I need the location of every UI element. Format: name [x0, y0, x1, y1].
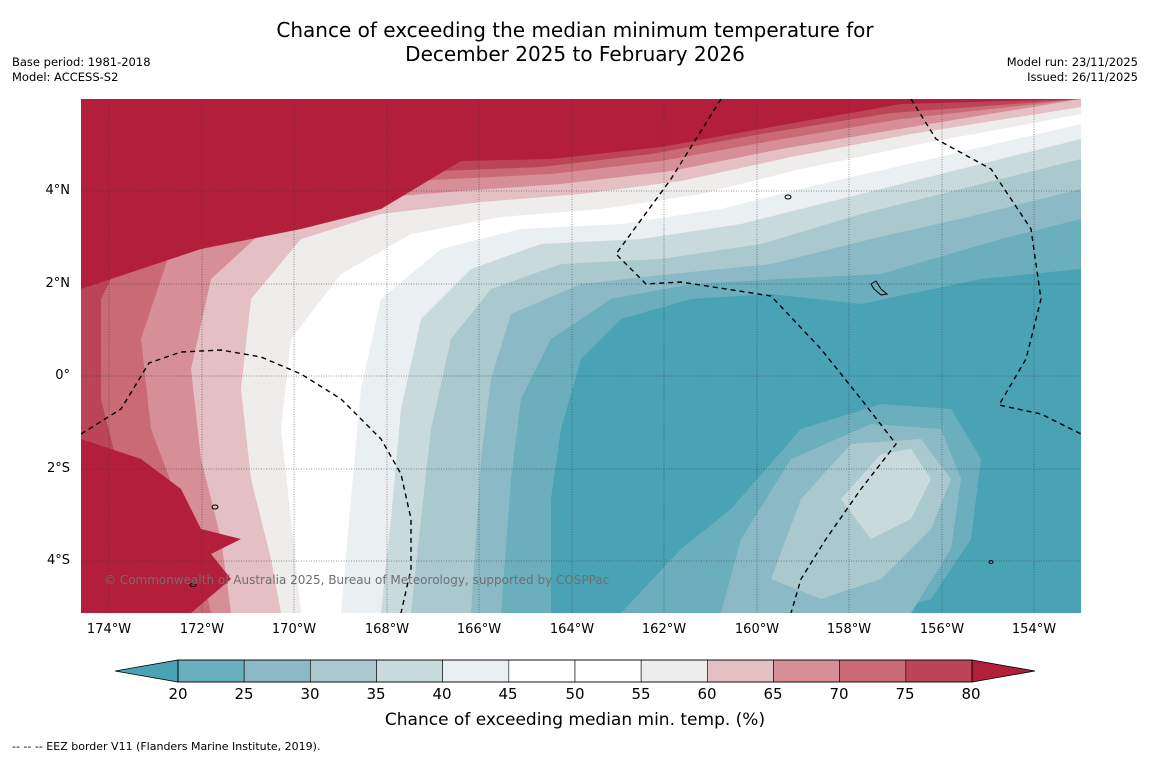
lon-label-174w: 174°W — [86, 622, 132, 637]
lon-label-154w: 154°W — [1011, 622, 1057, 637]
colorbar-title: Chance of exceeding median min. temp. (%… — [384, 710, 766, 730]
cbar-tick-75: 75 — [895, 685, 915, 703]
meta-right: Model run: 23/11/2025 Issued: 26/11/2025 — [1007, 55, 1138, 85]
title-line-1: Chance of exceeding the median minimum t… — [276, 18, 874, 42]
lat-label-0: 0° — [55, 368, 70, 383]
lon-label-164w: 164°W — [549, 622, 595, 637]
colorbar-cell-55 — [640, 659, 708, 683]
lon-label-162w: 162°W — [641, 622, 687, 637]
lon-label-168w: 168°W — [364, 622, 410, 637]
cbar-tick-35: 35 — [366, 685, 386, 703]
colorbar-cell-45 — [508, 659, 576, 683]
colorbar — [115, 659, 1036, 683]
cbar-tick-25: 25 — [234, 685, 254, 703]
probability-map — [81, 99, 1081, 613]
lon-label-158w: 158°W — [826, 622, 872, 637]
colorbar-cell-60 — [707, 659, 774, 683]
map-area — [81, 99, 1081, 613]
lat-label-2n: 2°N — [45, 276, 71, 291]
lon-label-172w: 172°W — [179, 622, 225, 637]
band-above-80 — [81, 99, 1081, 289]
lat-label-4n: 4°N — [45, 183, 71, 198]
colorbar-low-extend — [115, 659, 179, 683]
base-period: Base period: 1981-2018 — [12, 55, 151, 69]
band-35-40-south — [841, 449, 931, 539]
colorbar-cell-75 — [905, 659, 973, 683]
colorbar-cell-70 — [839, 659, 907, 683]
cbar-tick-65: 65 — [763, 685, 783, 703]
cbar-tick-40: 40 — [432, 685, 452, 703]
copyright-notice: © Commonwealth of Australia 2025, Bureau… — [104, 573, 610, 587]
model-name: Model: ACCESS-S2 — [12, 70, 119, 84]
colorbar-cell-35 — [376, 659, 443, 683]
graticule — [81, 99, 1081, 613]
lat-label-4s: 4°S — [46, 553, 70, 568]
issued-date: Issued: 26/11/2025 — [1027, 70, 1138, 84]
lat-label-2s: 2°S — [46, 461, 70, 476]
lon-label-160w: 160°W — [734, 622, 780, 637]
cbar-tick-50: 50 — [565, 685, 585, 703]
cbar-tick-45: 45 — [498, 685, 518, 703]
lon-label-166w: 166°W — [456, 622, 502, 637]
islands — [189, 194, 994, 587]
colorbar-cell-40 — [442, 659, 510, 683]
cbar-tick-55: 55 — [631, 685, 651, 703]
cbar-tick-20: 20 — [168, 685, 188, 703]
colorbar-high-extend — [971, 659, 1036, 683]
cbar-tick-60: 60 — [697, 685, 717, 703]
lon-label-156w: 156°W — [919, 622, 965, 637]
colorbar-cell-30 — [310, 659, 377, 683]
cbar-tick-30: 30 — [300, 685, 320, 703]
colorbar-cell-25 — [243, 659, 311, 683]
lon-label-170w: 170°W — [271, 622, 317, 637]
colorbar-cell-65 — [773, 659, 840, 683]
band-above-80-southwest — [81, 439, 241, 613]
cbar-tick-80: 80 — [961, 685, 981, 703]
eez-legend-note: -- -- -- EEZ border V11 (Flanders Marine… — [12, 740, 321, 753]
colorbar-cell-50 — [574, 659, 642, 683]
cbar-tick-70: 70 — [829, 685, 849, 703]
band-60-65 — [81, 99, 1081, 613]
meta-left: Base period: 1981-2018 Model: ACCESS-S2 — [12, 55, 151, 85]
title-line-2: December 2025 to February 2026 — [405, 42, 745, 66]
colorbar-frame — [177, 659, 973, 683]
map-title: Chance of exceeding the median minimum t… — [0, 18, 1150, 66]
eez-borders — [81, 99, 1081, 613]
model-run: Model run: 23/11/2025 — [1006, 55, 1138, 69]
colorbar-cell-20 — [177, 659, 245, 683]
